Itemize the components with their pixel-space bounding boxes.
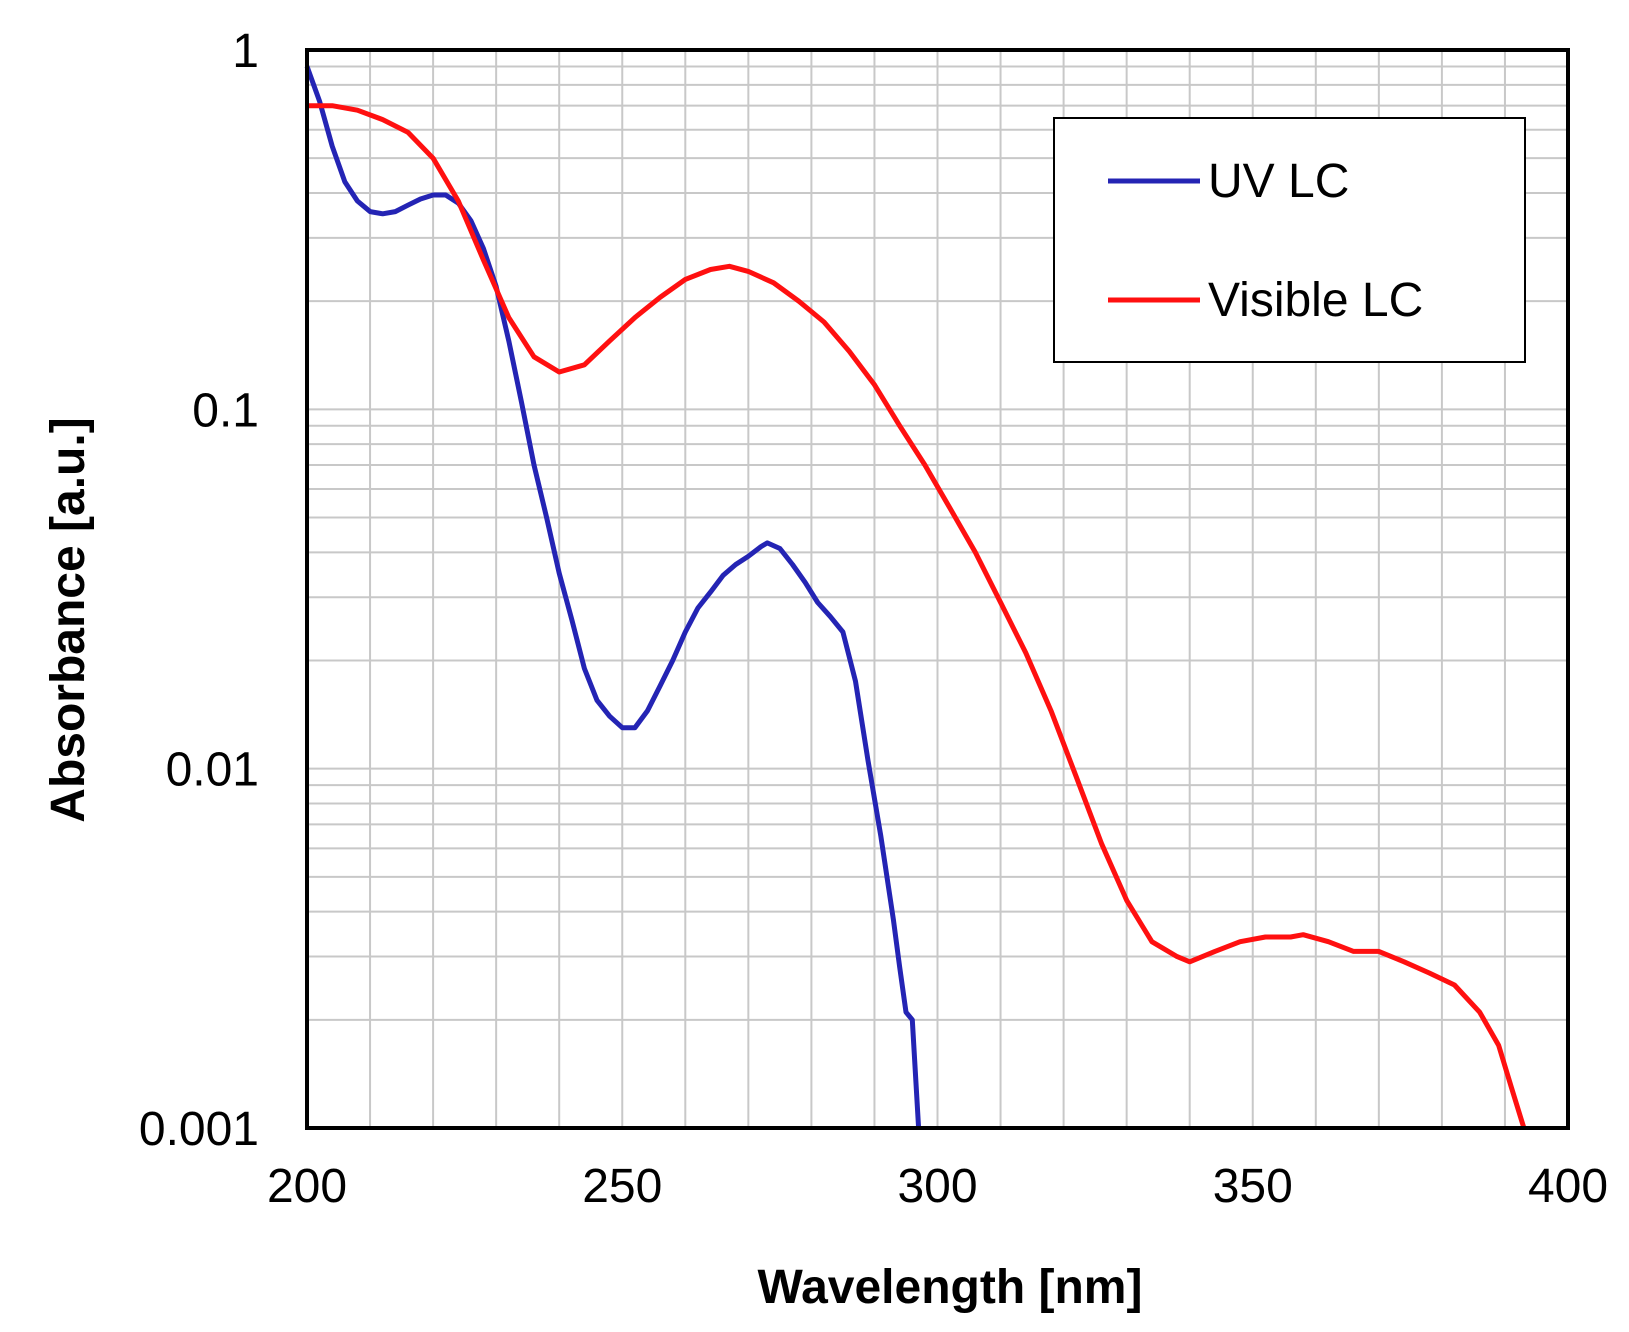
plot-frame [305, 48, 1570, 1130]
series-line-visible-lc [307, 103, 1527, 1129]
series-line-uv-lc [304, 65, 922, 1129]
y-tick-label: 0.001 [139, 1103, 259, 1156]
y-tick-label: 1 [232, 25, 259, 78]
y-tick-label: 0.01 [166, 744, 259, 797]
x-tick-label: 300 [897, 1160, 977, 1213]
x-tick-labels: 200 250 300 350 400 [267, 1160, 1608, 1213]
y-tick-labels: 0.001 0.01 0.1 1 [139, 25, 259, 1156]
legend: UV LC Visible LC [1053, 117, 1526, 363]
legend-label-visible-lc: Visible LC [1208, 274, 1423, 327]
grid [307, 50, 1568, 1128]
x-axis-label: Wavelength [nm] [758, 1261, 1143, 1314]
y-axis-label: Absorbance [a.u.] [42, 417, 95, 822]
x-tick-label: 350 [1213, 1160, 1293, 1213]
x-tick-label: 200 [267, 1160, 347, 1213]
x-tick-label: 250 [582, 1160, 662, 1213]
legend-label-uv-lc: UV LC [1208, 155, 1349, 208]
x-tick-label: 400 [1528, 1160, 1608, 1213]
series-group [304, 65, 1527, 1129]
legend-box [1053, 117, 1526, 363]
y-tick-label: 0.1 [192, 384, 259, 437]
